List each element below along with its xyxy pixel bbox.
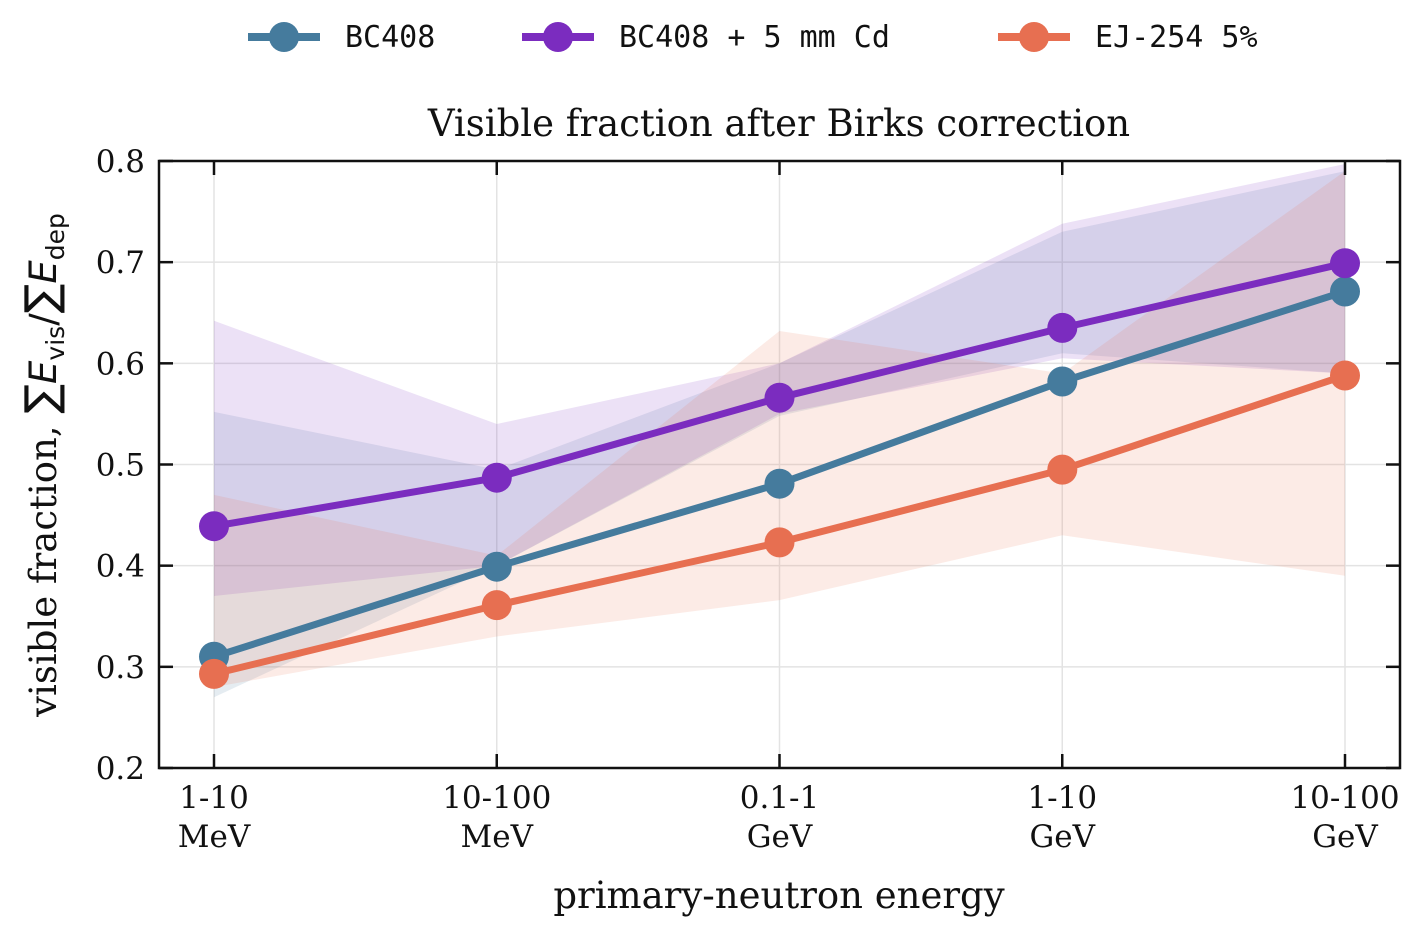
x-tick-label-line-1: 1-10 <box>1027 780 1097 816</box>
x-tick-label-line-2: GeV <box>1030 819 1096 855</box>
axis-ticks <box>159 159 1400 770</box>
legend-item-1: BC408 + 5 mm Cd <box>522 20 890 55</box>
data-point-2-3 <box>1047 454 1078 485</box>
y-axis-divider: / <box>22 313 65 326</box>
y-tick-label: 0.2 <box>96 751 145 787</box>
y-axis-numerator-sub: vis <box>41 326 70 361</box>
y-axis-label: visible fraction, ∑Evis/∑Edep <box>16 213 70 718</box>
data-point-1-3 <box>1047 312 1078 343</box>
y-tick-label: 0.7 <box>96 245 145 281</box>
legend: BC408 BC408 + 5 mm Cd EJ-254 5% <box>248 20 1258 55</box>
legend-label-0: BC408 <box>345 20 435 55</box>
x-tick-label-line-1: 10-100 <box>1290 780 1399 816</box>
chart-title: Visible fraction after Birks correction <box>427 102 1130 145</box>
data-point-1-4 <box>1330 248 1360 279</box>
y-axis-sum-symbol: ∑ <box>16 384 67 414</box>
y-axis-numerator-var: E <box>22 360 65 384</box>
data-point-2-0 <box>199 658 229 689</box>
y-axis-denominator-var: E <box>22 260 65 284</box>
y-tick-label: 0.6 <box>96 346 145 382</box>
legend-swatch-marker-2 <box>1019 22 1049 52</box>
x-tick-label: 1-10 GeV <box>1027 780 1097 855</box>
x-tick-label: 0.1-1 GeV <box>740 780 820 855</box>
data-point-0-4 <box>1330 276 1360 307</box>
x-axis-label: primary-neutron energy <box>553 874 1004 917</box>
data-point-1-1 <box>481 462 512 493</box>
y-axis-denominator-sub: dep <box>41 213 70 260</box>
data-point-1-0 <box>199 511 229 542</box>
x-tick-label-line-2: GeV <box>747 819 813 855</box>
x-tick-label-line-2: GeV <box>1312 819 1378 855</box>
x-tick-label-line-1: 0.1-1 <box>740 780 820 816</box>
data-point-0-1 <box>481 551 512 582</box>
y-axis-sum-symbol-2: ∑ <box>16 284 67 314</box>
x-tick-label: 10-100 GeV <box>1290 780 1399 855</box>
x-tick-label-line-1: 1-10 <box>179 780 249 816</box>
grid-lines <box>159 161 1400 768</box>
y-axis-label-prefix: visible fraction, <box>22 414 65 718</box>
legend-swatch-marker-1 <box>543 22 573 52</box>
series-markers <box>199 248 1360 689</box>
data-point-0-2 <box>764 468 795 499</box>
y-tick-label: 0.5 <box>96 448 145 484</box>
data-point-0-3 <box>1047 366 1078 397</box>
x-tick-label-line-1: 10-100 <box>442 780 551 816</box>
legend-label-1: BC408 + 5 mm Cd <box>619 20 890 55</box>
legend-item-0: BC408 <box>248 20 435 55</box>
x-tick-label: 10-100 MeV <box>442 780 551 855</box>
legend-label-2: EJ-254 5% <box>1095 20 1258 55</box>
y-tick-labels: 0.2 0.3 0.4 0.5 0.6 0.7 0.8 <box>96 144 145 787</box>
legend-item-2: EJ-254 5% <box>998 20 1258 55</box>
data-point-2-1 <box>481 590 512 621</box>
legend-swatch-marker-0 <box>269 22 299 52</box>
x-tick-label-line-2: MeV <box>178 819 251 855</box>
data-point-1-2 <box>764 382 795 413</box>
data-point-2-2 <box>764 527 795 558</box>
x-tick-label-line-2: MeV <box>461 819 534 855</box>
y-tick-label: 0.8 <box>96 144 145 180</box>
x-tick-label: 1-10 MeV <box>178 780 251 855</box>
data-point-2-4 <box>1330 360 1360 391</box>
y-tick-label: 0.4 <box>96 549 145 585</box>
y-tick-label: 0.3 <box>96 650 145 686</box>
